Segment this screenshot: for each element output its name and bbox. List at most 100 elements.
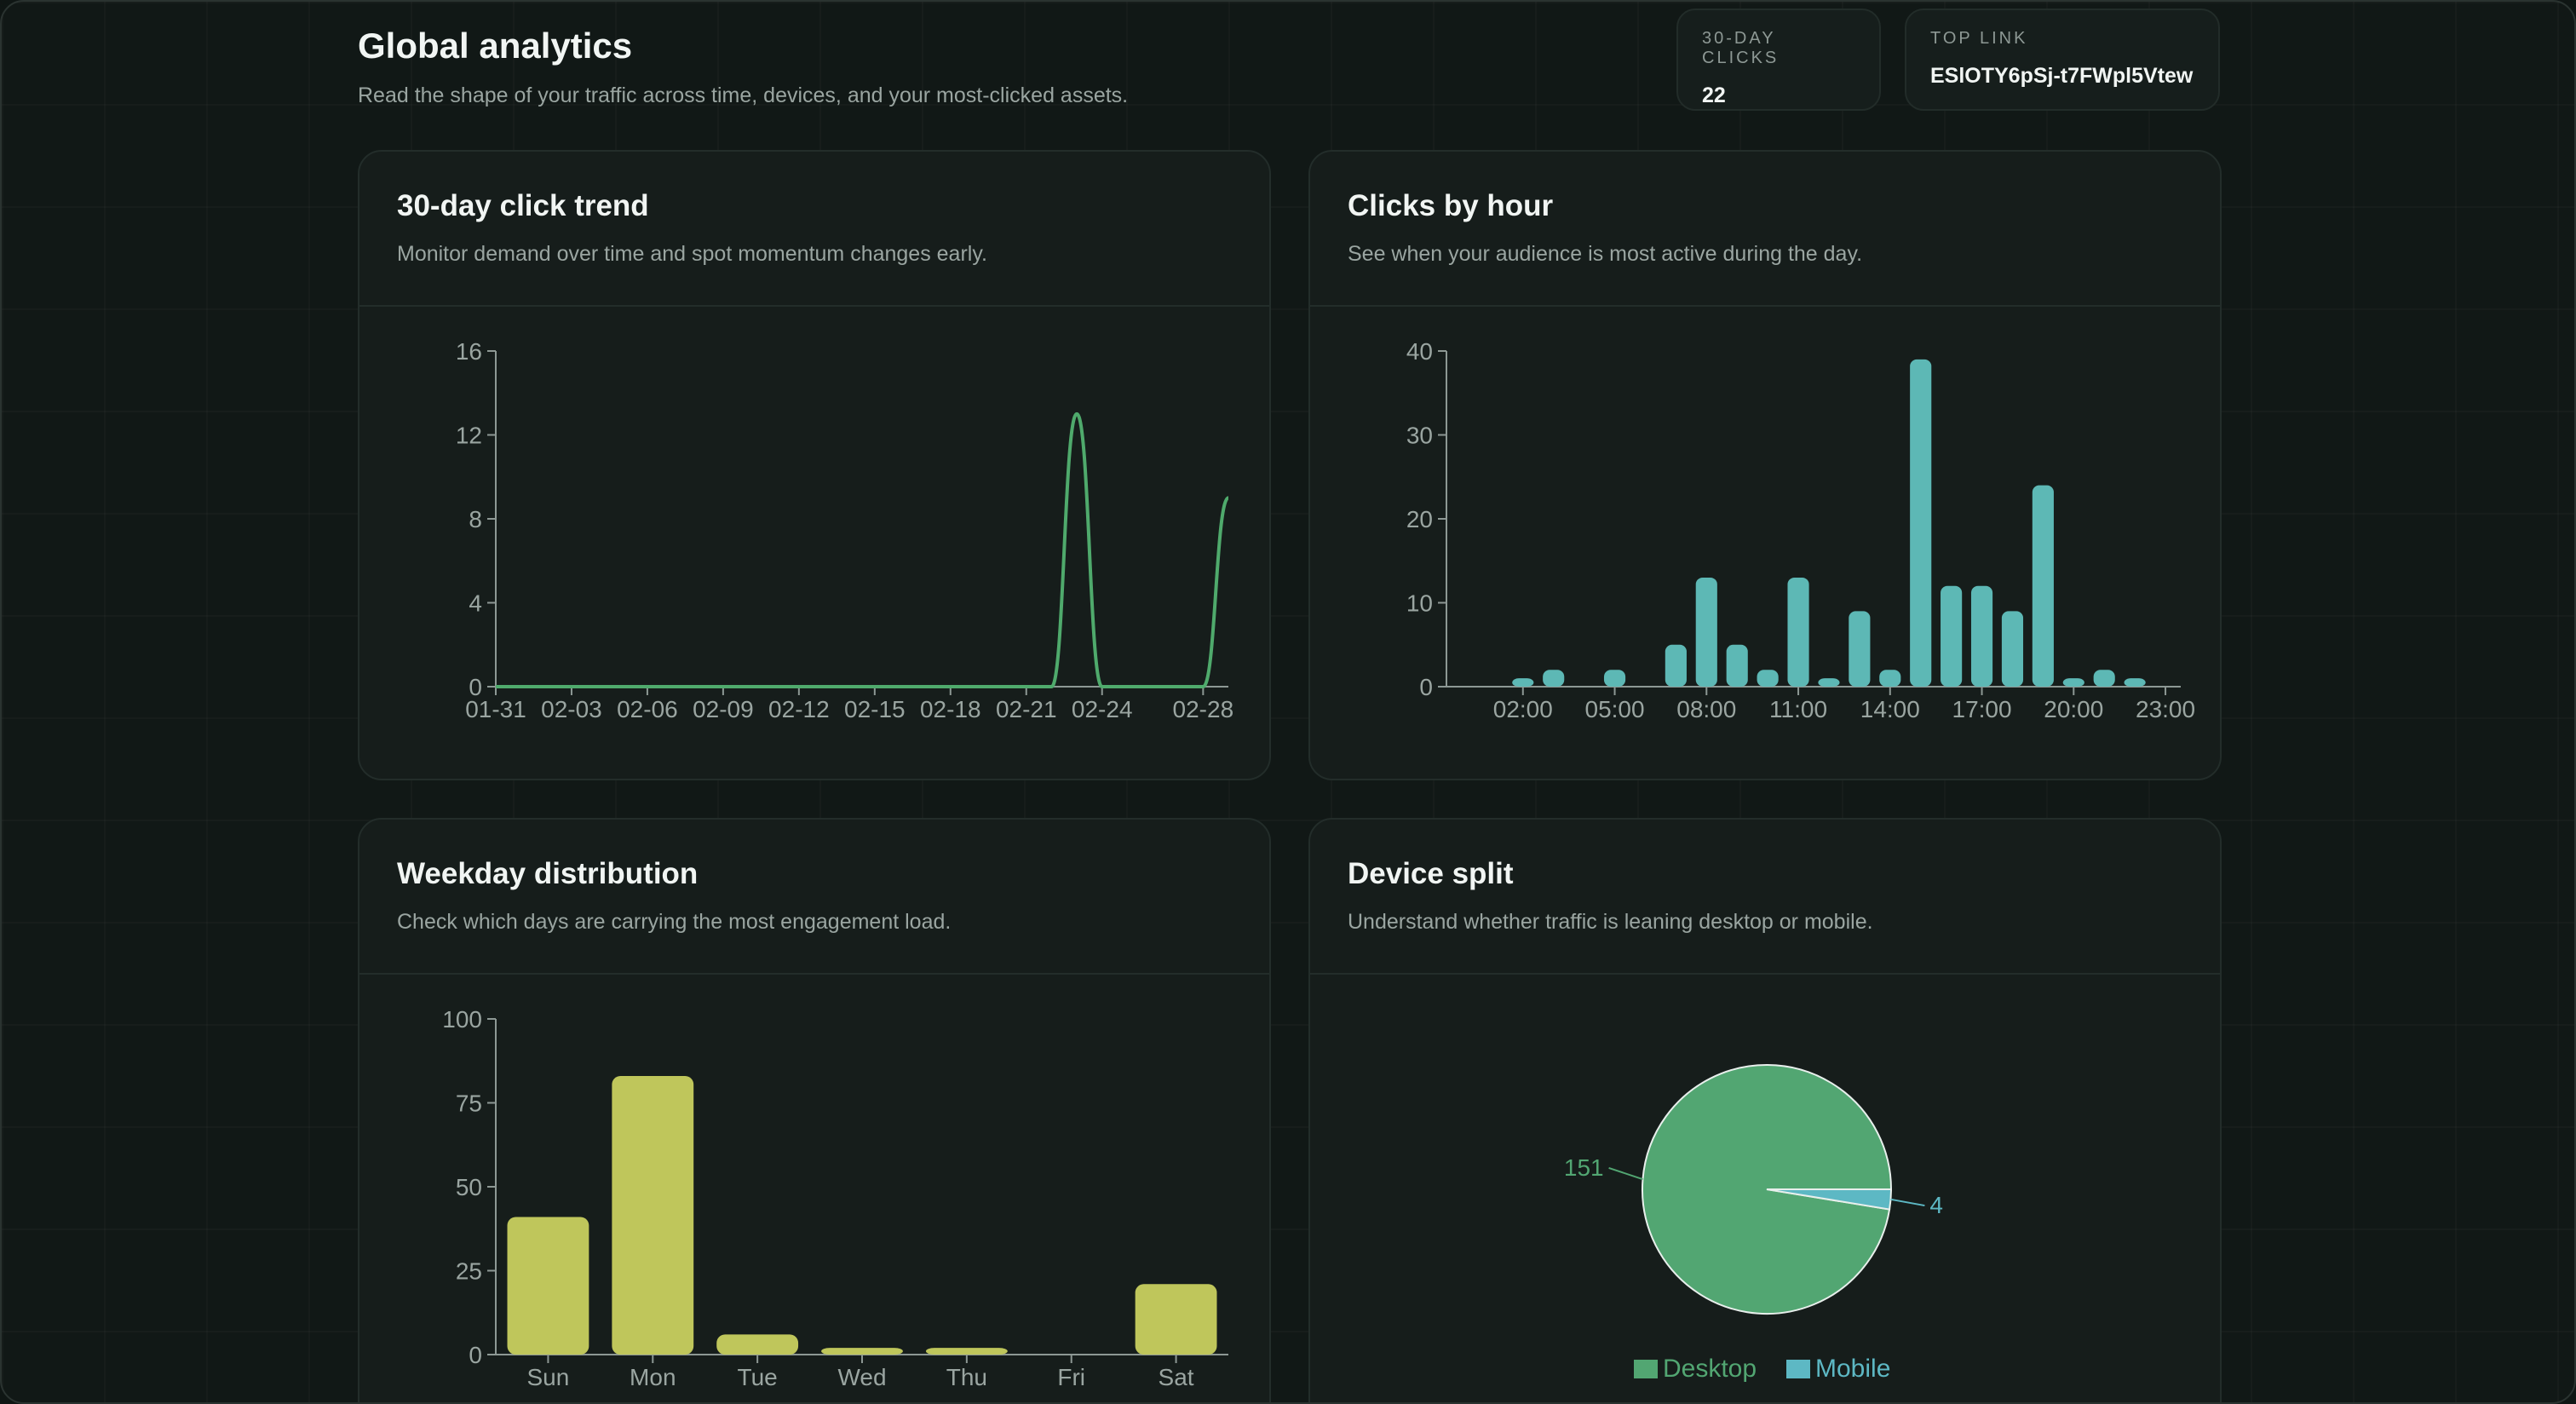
hour-bar xyxy=(1757,670,1779,687)
weekday-bar xyxy=(716,1334,799,1355)
x-tick-label: 02-03 xyxy=(541,696,602,722)
stat-30-day-clicks: 30-DAY CLICKS 22 xyxy=(1676,9,1881,111)
x-tick-label: 02-24 xyxy=(1072,696,1133,722)
x-tick-label: Tue xyxy=(738,1364,778,1390)
y-tick-label: 4 xyxy=(469,590,482,617)
hour-bar xyxy=(2124,678,2146,687)
x-tick-label: 23:00 xyxy=(2136,696,2195,722)
hour-bar xyxy=(1695,577,1717,687)
x-tick-label: Sun xyxy=(527,1364,570,1390)
y-tick-label: 0 xyxy=(1419,674,1433,700)
hour-bar xyxy=(1818,678,1840,687)
card-click-trend: 30-day click trend Monitor demand over t… xyxy=(358,150,1271,780)
y-tick-label: 8 xyxy=(469,506,482,532)
pie-label-leader xyxy=(1890,1198,1925,1207)
page-title: Global analytics xyxy=(358,26,633,66)
card-header: Device split Understand whether traffic … xyxy=(1310,820,2220,975)
card-header: Clicks by hour See when your audience is… xyxy=(1310,152,2220,307)
stat-top-link[interactable]: TOP LINK ESlOTY6pSj-t7FWpl5Vtew xyxy=(1905,9,2220,111)
legend-label-desktop: Desktop xyxy=(1663,1355,1757,1383)
y-tick-label: 0 xyxy=(469,674,482,700)
hour-bar xyxy=(2062,678,2084,687)
device-pie-chart[interactable]: 151 4 Desktop Mobile xyxy=(1310,975,2220,1404)
hour-bar xyxy=(1910,359,1932,687)
hour-bar xyxy=(2093,670,2115,687)
hour-bar xyxy=(1665,644,1687,687)
hour-bar xyxy=(1512,678,1534,687)
card-description: Understand whether traffic is leaning de… xyxy=(1348,910,1873,934)
card-description: See when your audience is most active du… xyxy=(1348,242,1863,266)
hour-bar xyxy=(2032,485,2054,687)
card-title: 30-day click trend xyxy=(397,189,649,222)
x-tick-label: 02-15 xyxy=(844,696,906,722)
weekday-bar xyxy=(612,1075,694,1355)
x-tick-label: Fri xyxy=(1057,1364,1085,1390)
y-tick-label: 40 xyxy=(1406,338,1433,365)
hour-bar xyxy=(1543,670,1565,687)
card-clicks-by-hour: Clicks by hour See when your audience is… xyxy=(1308,150,2222,780)
x-tick-label: 02-21 xyxy=(996,696,1057,722)
x-tick-label: 02-06 xyxy=(617,696,678,722)
y-tick-label: 30 xyxy=(1406,423,1433,449)
y-tick-label: 100 xyxy=(442,1006,482,1033)
legend-swatch-desktop xyxy=(1634,1360,1658,1378)
hour-bar xyxy=(1879,670,1901,687)
card-title: Device split xyxy=(1348,857,1514,890)
x-tick-label: Sat xyxy=(1159,1364,1194,1390)
card-header: 30-day click trend Monitor demand over t… xyxy=(359,152,1269,307)
hour-bar xyxy=(1849,611,1871,687)
x-tick-label: Thu xyxy=(946,1364,987,1390)
pie-data-label: 151 xyxy=(1564,1154,1604,1181)
x-tick-label: 02-18 xyxy=(920,696,981,722)
page-subtitle: Read the shape of your traffic across ti… xyxy=(358,83,1129,107)
x-tick-label: Wed xyxy=(837,1364,886,1390)
x-tick-label: 02-09 xyxy=(693,696,754,722)
y-tick-label: 50 xyxy=(456,1174,482,1200)
trend-line-chart[interactable]: 0 4 8 12 16 01-31 02-03 02-06 02-09 02-12 02-15 02-… xyxy=(359,307,1269,780)
x-tick-label: Mon xyxy=(630,1364,676,1390)
stat-label: 30-DAY CLICKS xyxy=(1702,29,1780,67)
x-tick-label: 17:00 xyxy=(1952,696,2012,722)
hour-bar xyxy=(1726,644,1748,687)
x-tick-label: 02-28 xyxy=(1173,696,1234,722)
card-description: Check which days are carrying the most e… xyxy=(397,910,952,934)
pie-data-label: 4 xyxy=(1929,1192,1943,1218)
weekday-bar xyxy=(821,1348,903,1355)
y-tick-label: 20 xyxy=(1406,506,1433,532)
stat-label: TOP LINK xyxy=(1930,29,2028,48)
x-tick-label: 02-12 xyxy=(768,696,830,722)
weekday-bar xyxy=(925,1348,1008,1355)
hour-bar xyxy=(1970,585,1993,687)
y-tick-label: 0 xyxy=(469,1342,482,1368)
weekday-bar-chart[interactable]: 0 25 50 75 100 Sun Mon Tue Wed Thu Fri Sat xyxy=(359,975,1269,1404)
hourly-bar-chart[interactable]: 0 10 20 30 40 02:00 05:00 08:00 11:00 14:00 17:00 2… xyxy=(1310,307,2220,780)
y-tick-label: 75 xyxy=(456,1090,482,1117)
hour-bar xyxy=(1603,670,1626,687)
legend-label-mobile: Mobile xyxy=(1815,1355,1890,1383)
x-tick-label: 05:00 xyxy=(1585,696,1645,722)
weekday-bar xyxy=(507,1217,589,1355)
x-tick-label: 11:00 xyxy=(1769,696,1827,722)
card-title: Clicks by hour xyxy=(1348,189,1554,222)
hour-bar xyxy=(1941,585,1963,687)
card-description: Monitor demand over time and spot moment… xyxy=(397,242,987,266)
y-tick-label: 16 xyxy=(456,338,482,365)
x-tick-label: 01-31 xyxy=(465,696,526,722)
card-header: Weekday distribution Check which days ar… xyxy=(359,820,1269,975)
card-device-split: Device split Understand whether traffic … xyxy=(1308,818,2222,1404)
trend-series-line xyxy=(495,411,1230,688)
y-tick-label: 10 xyxy=(1406,590,1433,617)
pie-label-leader xyxy=(1608,1166,1643,1181)
card-title: Weekday distribution xyxy=(397,857,699,890)
x-tick-label: 08:00 xyxy=(1676,696,1736,722)
hour-bar xyxy=(2001,611,2024,687)
top-link-value[interactable]: ESlOTY6pSj-t7FWpl5Vtew xyxy=(1930,64,2194,88)
card-weekday-distribution: Weekday distribution Check which days ar… xyxy=(358,818,1271,1404)
weekday-bar xyxy=(1135,1284,1217,1355)
x-tick-label: 20:00 xyxy=(2044,696,2103,722)
y-tick-label: 12 xyxy=(456,423,482,449)
x-tick-label: 14:00 xyxy=(1860,696,1920,722)
hour-bar xyxy=(1787,577,1809,687)
stat-value: 22 xyxy=(1702,83,1726,107)
y-tick-label: 25 xyxy=(456,1258,482,1285)
